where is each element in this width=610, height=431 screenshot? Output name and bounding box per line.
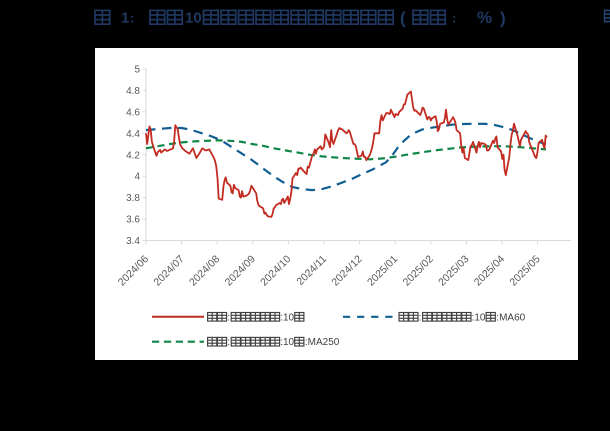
- svg-text::: :: [130, 11, 134, 26]
- svg-text:2024/12: 2024/12: [329, 253, 364, 288]
- svg-text:2025/02: 2025/02: [401, 253, 436, 288]
- svg-text::: :: [227, 337, 230, 348]
- svg-text:4.2: 4.2: [126, 150, 140, 161]
- svg-text:2025/01: 2025/01: [365, 253, 400, 288]
- svg-text:2024/06: 2024/06: [116, 253, 151, 288]
- svg-text:2025/03: 2025/03: [436, 253, 471, 288]
- svg-text:4.8: 4.8: [126, 86, 140, 97]
- svg-text:2024/07: 2024/07: [151, 253, 186, 288]
- svg-text:(: (: [400, 9, 406, 28]
- svg-text::: :: [227, 312, 230, 323]
- svg-text:): ): [500, 9, 506, 28]
- svg-text:2024/11: 2024/11: [294, 253, 329, 288]
- svg-text:2025/04: 2025/04: [472, 253, 507, 288]
- svg-text:3.4: 3.4: [126, 236, 140, 247]
- svg-text:4: 4: [134, 172, 140, 183]
- svg-text:1: 1: [121, 10, 129, 27]
- svg-text::10: :10: [280, 337, 294, 348]
- svg-text:4.6: 4.6: [126, 107, 140, 118]
- svg-text:5: 5: [134, 65, 140, 76]
- svg-text::MA250: :MA250: [305, 337, 340, 348]
- svg-text:10: 10: [185, 10, 202, 27]
- svg-text:2024/09: 2024/09: [223, 253, 258, 288]
- svg-text:3.8: 3.8: [126, 193, 140, 204]
- svg-text::10: :10: [472, 312, 486, 323]
- svg-text:%: %: [477, 8, 492, 27]
- svg-text:2024/10: 2024/10: [258, 253, 293, 288]
- svg-text:2024/08: 2024/08: [187, 253, 222, 288]
- svg-text:4.4: 4.4: [126, 129, 140, 140]
- svg-text::: :: [419, 312, 422, 323]
- svg-text::MA60: :MA60: [496, 312, 525, 323]
- svg-text:2025/05: 2025/05: [507, 253, 542, 288]
- svg-text::: :: [452, 11, 456, 26]
- svg-text::10: :10: [280, 312, 294, 323]
- svg-text:3.6: 3.6: [126, 215, 140, 226]
